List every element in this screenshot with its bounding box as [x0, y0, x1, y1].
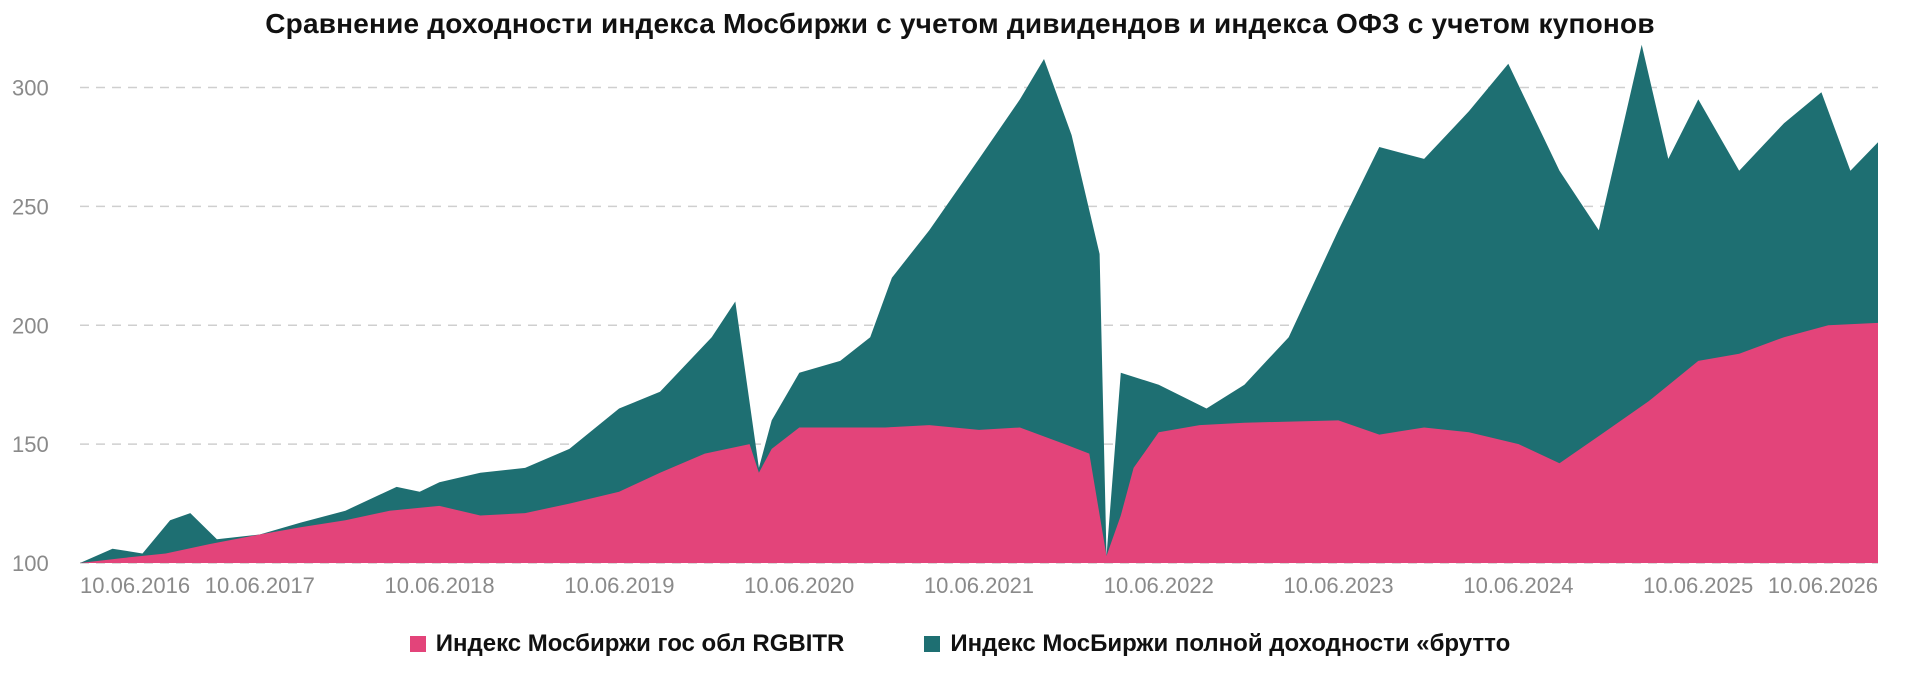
- x-tick-label: 10.06.2016: [80, 573, 190, 598]
- area-rgbitr: [80, 322, 1878, 563]
- legend-item-rgbitr: Индекс Мосбиржи гос обл RGBITR: [409, 630, 845, 658]
- legend-swatch-mcftr: [924, 636, 941, 652]
- chart-legend: Индекс Мосбиржи гос обл RGBITR Индекс Мо…: [0, 630, 1920, 658]
- y-tick-label: 300: [12, 76, 49, 101]
- y-tick-label: 200: [12, 313, 49, 338]
- area-layer: [80, 44, 1878, 564]
- x-tick-label: 10.06.2026: [1768, 573, 1878, 598]
- x-tick-label: 10.06.2017: [205, 573, 315, 598]
- x-tick-label: 10.06.2021: [924, 573, 1034, 598]
- y-tick-label: 150: [12, 432, 49, 457]
- x-tick-label: 10.06.2024: [1463, 573, 1573, 598]
- legend-swatch-rgbitr: [409, 636, 426, 652]
- legend-item-mcftr: Индекс МосБиржи полной доходности «брутт…: [924, 630, 1510, 658]
- x-tick-label: 10.06.2020: [744, 573, 854, 598]
- legend-label-mcftr: Индекс МосБиржи полной доходности «брутт…: [950, 630, 1511, 657]
- x-axis-ticks: 10.06.2016 10.06.2017 10.06.2018 10.06.2019…: [80, 573, 1878, 598]
- y-axis-ticks: 100 150 200 250 300: [12, 76, 49, 576]
- x-tick-label: 10.06.2018: [385, 573, 495, 598]
- y-tick-label: 250: [12, 194, 49, 219]
- x-tick-label: 10.06.2022: [1104, 573, 1214, 598]
- y-tick-label: 100: [12, 551, 49, 576]
- chart-title: Сравнение доходности индекса Мосбиржи с …: [265, 8, 1655, 39]
- x-tick-label: 10.06.2019: [564, 573, 674, 598]
- x-tick-label: 10.06.2025: [1643, 573, 1753, 598]
- x-tick-label: 10.06.2023: [1284, 573, 1394, 598]
- legend-label-rgbitr: Индекс Мосбиржи гос обл RGBITR: [435, 630, 845, 657]
